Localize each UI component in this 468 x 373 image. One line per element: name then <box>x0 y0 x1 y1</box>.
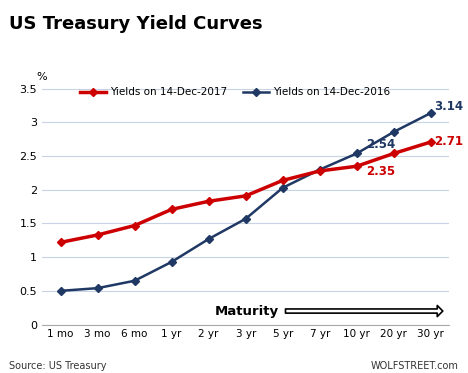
Text: %: % <box>37 72 47 82</box>
Text: 3.14: 3.14 <box>434 100 463 113</box>
Yields on 14-Dec-2017 <box>391 151 396 156</box>
Yields on 14-Dec-2017 <box>317 169 322 173</box>
Yields on 14-Dec-2016 <box>132 279 138 283</box>
Text: WOLFSTREET.com: WOLFSTREET.com <box>371 361 459 371</box>
Yields on 14-Dec-2016 <box>428 111 433 115</box>
Yields on 14-Dec-2017 <box>206 199 212 204</box>
Yields on 14-Dec-2017 <box>132 223 138 228</box>
Line: Yields on 14-Dec-2017: Yields on 14-Dec-2017 <box>58 139 433 245</box>
Yields on 14-Dec-2016 <box>206 237 212 241</box>
Yields on 14-Dec-2016 <box>354 151 359 156</box>
Line: Yields on 14-Dec-2016: Yields on 14-Dec-2016 <box>58 110 433 294</box>
Yields on 14-Dec-2016 <box>391 130 396 134</box>
Yields on 14-Dec-2017 <box>354 164 359 169</box>
Legend: Yields on 14-Dec-2017, Yields on 14-Dec-2016: Yields on 14-Dec-2017, Yields on 14-Dec-… <box>80 87 390 97</box>
Yields on 14-Dec-2017 <box>58 240 64 245</box>
Text: Maturity: Maturity <box>215 304 279 317</box>
Yields on 14-Dec-2017 <box>95 233 101 237</box>
Text: Source: US Treasury: Source: US Treasury <box>9 361 107 371</box>
Text: US Treasury Yield Curves: US Treasury Yield Curves <box>9 15 263 33</box>
Yields on 14-Dec-2017 <box>169 207 175 211</box>
Yields on 14-Dec-2016 <box>280 185 285 190</box>
Yields on 14-Dec-2016 <box>95 286 101 290</box>
Yields on 14-Dec-2016 <box>317 167 322 172</box>
Yields on 14-Dec-2017 <box>280 178 285 183</box>
Yields on 14-Dec-2017 <box>428 140 433 144</box>
Yields on 14-Dec-2017 <box>243 194 249 198</box>
Text: 2.54: 2.54 <box>366 138 395 151</box>
Text: 2.71: 2.71 <box>434 135 463 148</box>
Text: 2.35: 2.35 <box>366 165 395 178</box>
Yields on 14-Dec-2016 <box>169 260 175 264</box>
Yields on 14-Dec-2016 <box>243 217 249 221</box>
Yields on 14-Dec-2016 <box>58 289 64 293</box>
